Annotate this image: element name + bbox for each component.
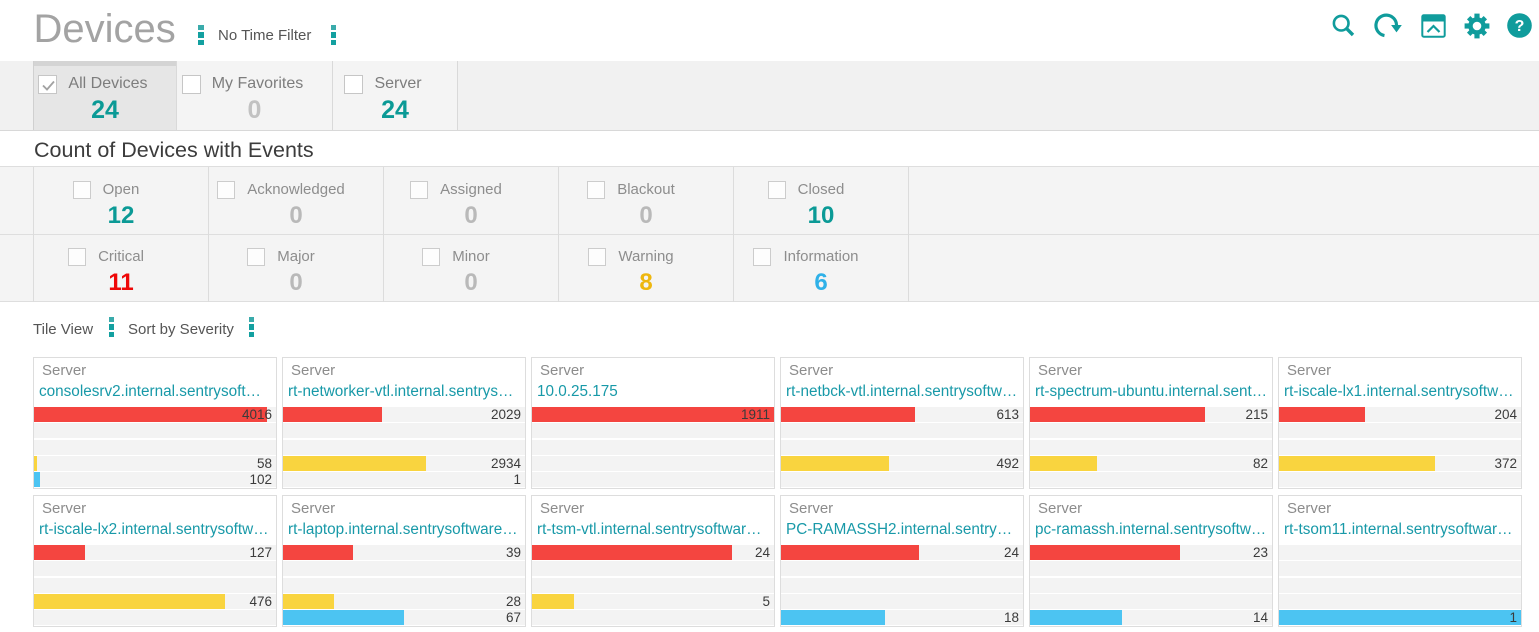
svg-text:?: ?: [1515, 18, 1525, 35]
